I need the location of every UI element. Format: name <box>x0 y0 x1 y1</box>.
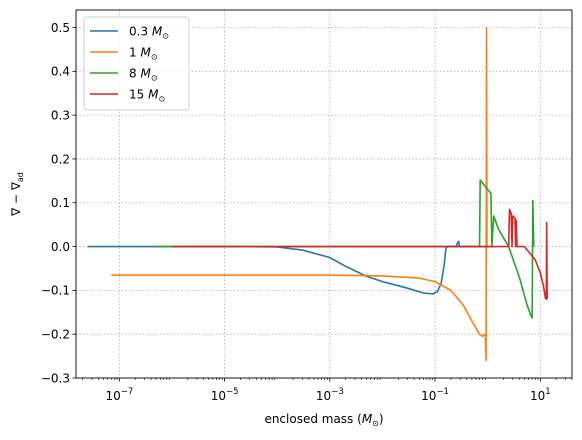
y-tick-label: 0.4 <box>51 65 70 79</box>
y-tick-label: −0.2 <box>41 327 70 341</box>
x-axis-ticks: 10−7 10−5 10−3 10−1 101 <box>82 378 573 403</box>
series-line-15 <box>171 208 548 300</box>
y-axis-ticks: −0.3 −0.2 −0.1 0.0 0.1 0.2 0.3 0.4 0.5 <box>41 21 76 385</box>
legend-label: 0.3 M⊙ <box>129 24 169 40</box>
x-tick-label: 10−5 <box>211 387 239 403</box>
x-axis-label: enclosed mass (M⊙) <box>264 412 383 428</box>
y-tick-label: 0.1 <box>51 196 70 210</box>
y-tick-label: 0.5 <box>51 21 70 35</box>
legend: 0.3 M⊙ 1 M⊙ 8 M⊙ 15 M⊙ <box>83 16 190 111</box>
series-group <box>87 26 548 362</box>
legend-label: 8 M⊙ <box>129 66 158 82</box>
series-line-1 <box>111 26 490 362</box>
legend-box <box>83 16 190 111</box>
y-tick-label: 0.3 <box>51 108 70 122</box>
y-tick-label: 0.2 <box>51 152 70 166</box>
series-line-8 <box>153 179 535 319</box>
x-tick-label: 10−1 <box>421 387 449 403</box>
x-tick-label: 10−7 <box>105 387 133 403</box>
series-line-0-3 <box>87 240 488 295</box>
y-tick-label: −0.1 <box>41 284 70 298</box>
y-axis-label: ∇ − ∇ad <box>9 172 25 217</box>
y-tick-label: −0.3 <box>41 371 70 385</box>
x-tick-label: 101 <box>530 387 551 403</box>
legend-label: 15 M⊙ <box>129 87 165 103</box>
x-tick-label: 10−3 <box>316 387 344 403</box>
y-tick-label: 0.0 <box>51 240 70 254</box>
legend-label: 1 M⊙ <box>129 45 158 61</box>
plot-frame <box>75 9 573 379</box>
